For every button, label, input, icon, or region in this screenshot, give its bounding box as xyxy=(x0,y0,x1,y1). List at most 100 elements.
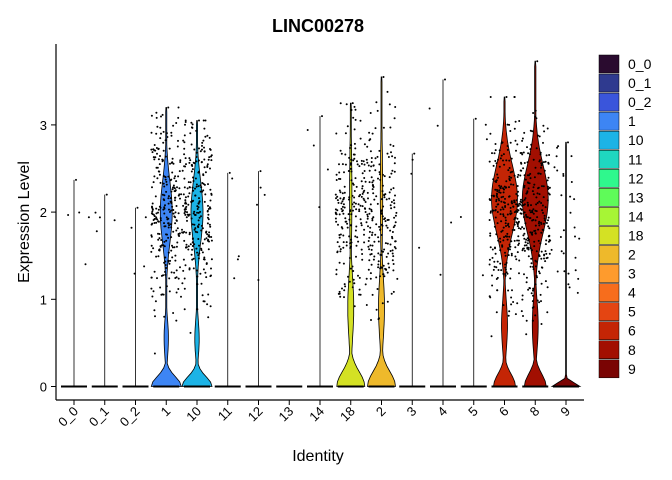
data-point xyxy=(504,263,507,266)
violin-group-8 xyxy=(519,60,552,388)
violin-group-1 xyxy=(150,106,183,388)
data-point xyxy=(191,186,194,189)
data-point xyxy=(526,201,529,204)
data-point xyxy=(538,254,541,257)
data-point xyxy=(387,262,390,265)
data-point xyxy=(491,248,494,251)
data-point xyxy=(208,223,211,226)
data-point xyxy=(528,209,531,212)
data-point xyxy=(152,181,155,184)
data-point xyxy=(390,151,392,154)
data-point xyxy=(383,194,386,197)
data-point xyxy=(392,269,395,272)
data-point xyxy=(196,283,199,286)
data-point xyxy=(532,294,534,297)
data-point xyxy=(191,168,194,171)
data-point xyxy=(98,216,101,219)
data-point xyxy=(158,205,161,208)
data-point xyxy=(495,194,498,197)
data-point xyxy=(371,234,373,236)
data-point xyxy=(525,281,528,284)
data-point xyxy=(165,216,168,219)
data-point xyxy=(359,193,362,196)
data-point xyxy=(163,222,165,225)
data-point xyxy=(495,162,498,165)
data-point xyxy=(548,186,551,189)
data-point xyxy=(183,141,186,144)
data-point xyxy=(528,174,530,177)
data-point xyxy=(348,257,351,259)
data-point xyxy=(509,130,512,132)
legend-swatch-8 xyxy=(598,340,620,359)
data-point xyxy=(350,109,353,111)
data-point xyxy=(367,197,369,200)
data-point xyxy=(393,162,396,165)
data-point xyxy=(191,245,194,247)
data-point xyxy=(389,250,392,252)
data-point xyxy=(192,180,195,182)
max-point xyxy=(351,102,354,105)
data-point xyxy=(339,250,342,253)
data-point xyxy=(177,277,180,280)
data-point xyxy=(347,213,350,216)
data-point xyxy=(357,240,360,243)
data-point xyxy=(539,242,542,245)
data-point xyxy=(504,216,507,219)
data-point xyxy=(363,177,366,179)
data-point xyxy=(197,257,200,260)
data-point xyxy=(165,190,168,193)
data-point xyxy=(534,166,537,169)
data-point xyxy=(507,203,510,206)
data-point xyxy=(256,203,258,206)
data-point xyxy=(547,219,549,222)
data-point xyxy=(207,213,210,216)
data-point xyxy=(553,166,556,169)
data-point xyxy=(144,216,147,219)
data-point xyxy=(545,252,548,255)
data-point xyxy=(343,206,346,209)
data-point xyxy=(172,184,175,187)
data-point xyxy=(521,137,524,140)
data-point xyxy=(359,119,362,122)
data-point xyxy=(361,258,364,261)
data-point xyxy=(195,160,198,163)
data-point xyxy=(197,211,200,214)
data-point xyxy=(532,212,535,215)
data-point xyxy=(153,215,156,218)
data-point xyxy=(162,198,165,201)
data-point xyxy=(517,239,520,242)
data-point xyxy=(523,244,526,247)
data-point xyxy=(356,160,358,163)
data-point xyxy=(259,186,262,189)
data-point xyxy=(206,134,209,137)
data-point xyxy=(502,304,505,307)
data-point xyxy=(353,128,356,131)
data-point xyxy=(210,236,213,238)
data-point xyxy=(363,241,366,244)
data-point xyxy=(513,229,516,231)
data-point xyxy=(391,259,394,262)
data-point xyxy=(390,172,393,175)
data-point xyxy=(513,127,516,130)
data-point xyxy=(538,301,541,304)
x-tick-label: 11 xyxy=(215,404,235,424)
data-point xyxy=(160,244,163,247)
data-point xyxy=(494,216,497,219)
data-point xyxy=(377,236,380,239)
data-point xyxy=(186,211,188,214)
data-point xyxy=(508,310,511,313)
data-point xyxy=(378,317,380,320)
data-point xyxy=(203,256,206,259)
x-tick-label: 18 xyxy=(337,404,358,425)
data-point xyxy=(386,226,389,229)
data-point xyxy=(528,287,531,289)
data-point xyxy=(499,240,502,243)
data-point xyxy=(373,240,376,243)
data-point xyxy=(168,224,171,227)
data-point xyxy=(171,188,174,191)
data-point xyxy=(508,235,511,238)
data-point xyxy=(371,293,374,296)
data-point xyxy=(352,209,354,212)
data-point xyxy=(562,252,565,255)
